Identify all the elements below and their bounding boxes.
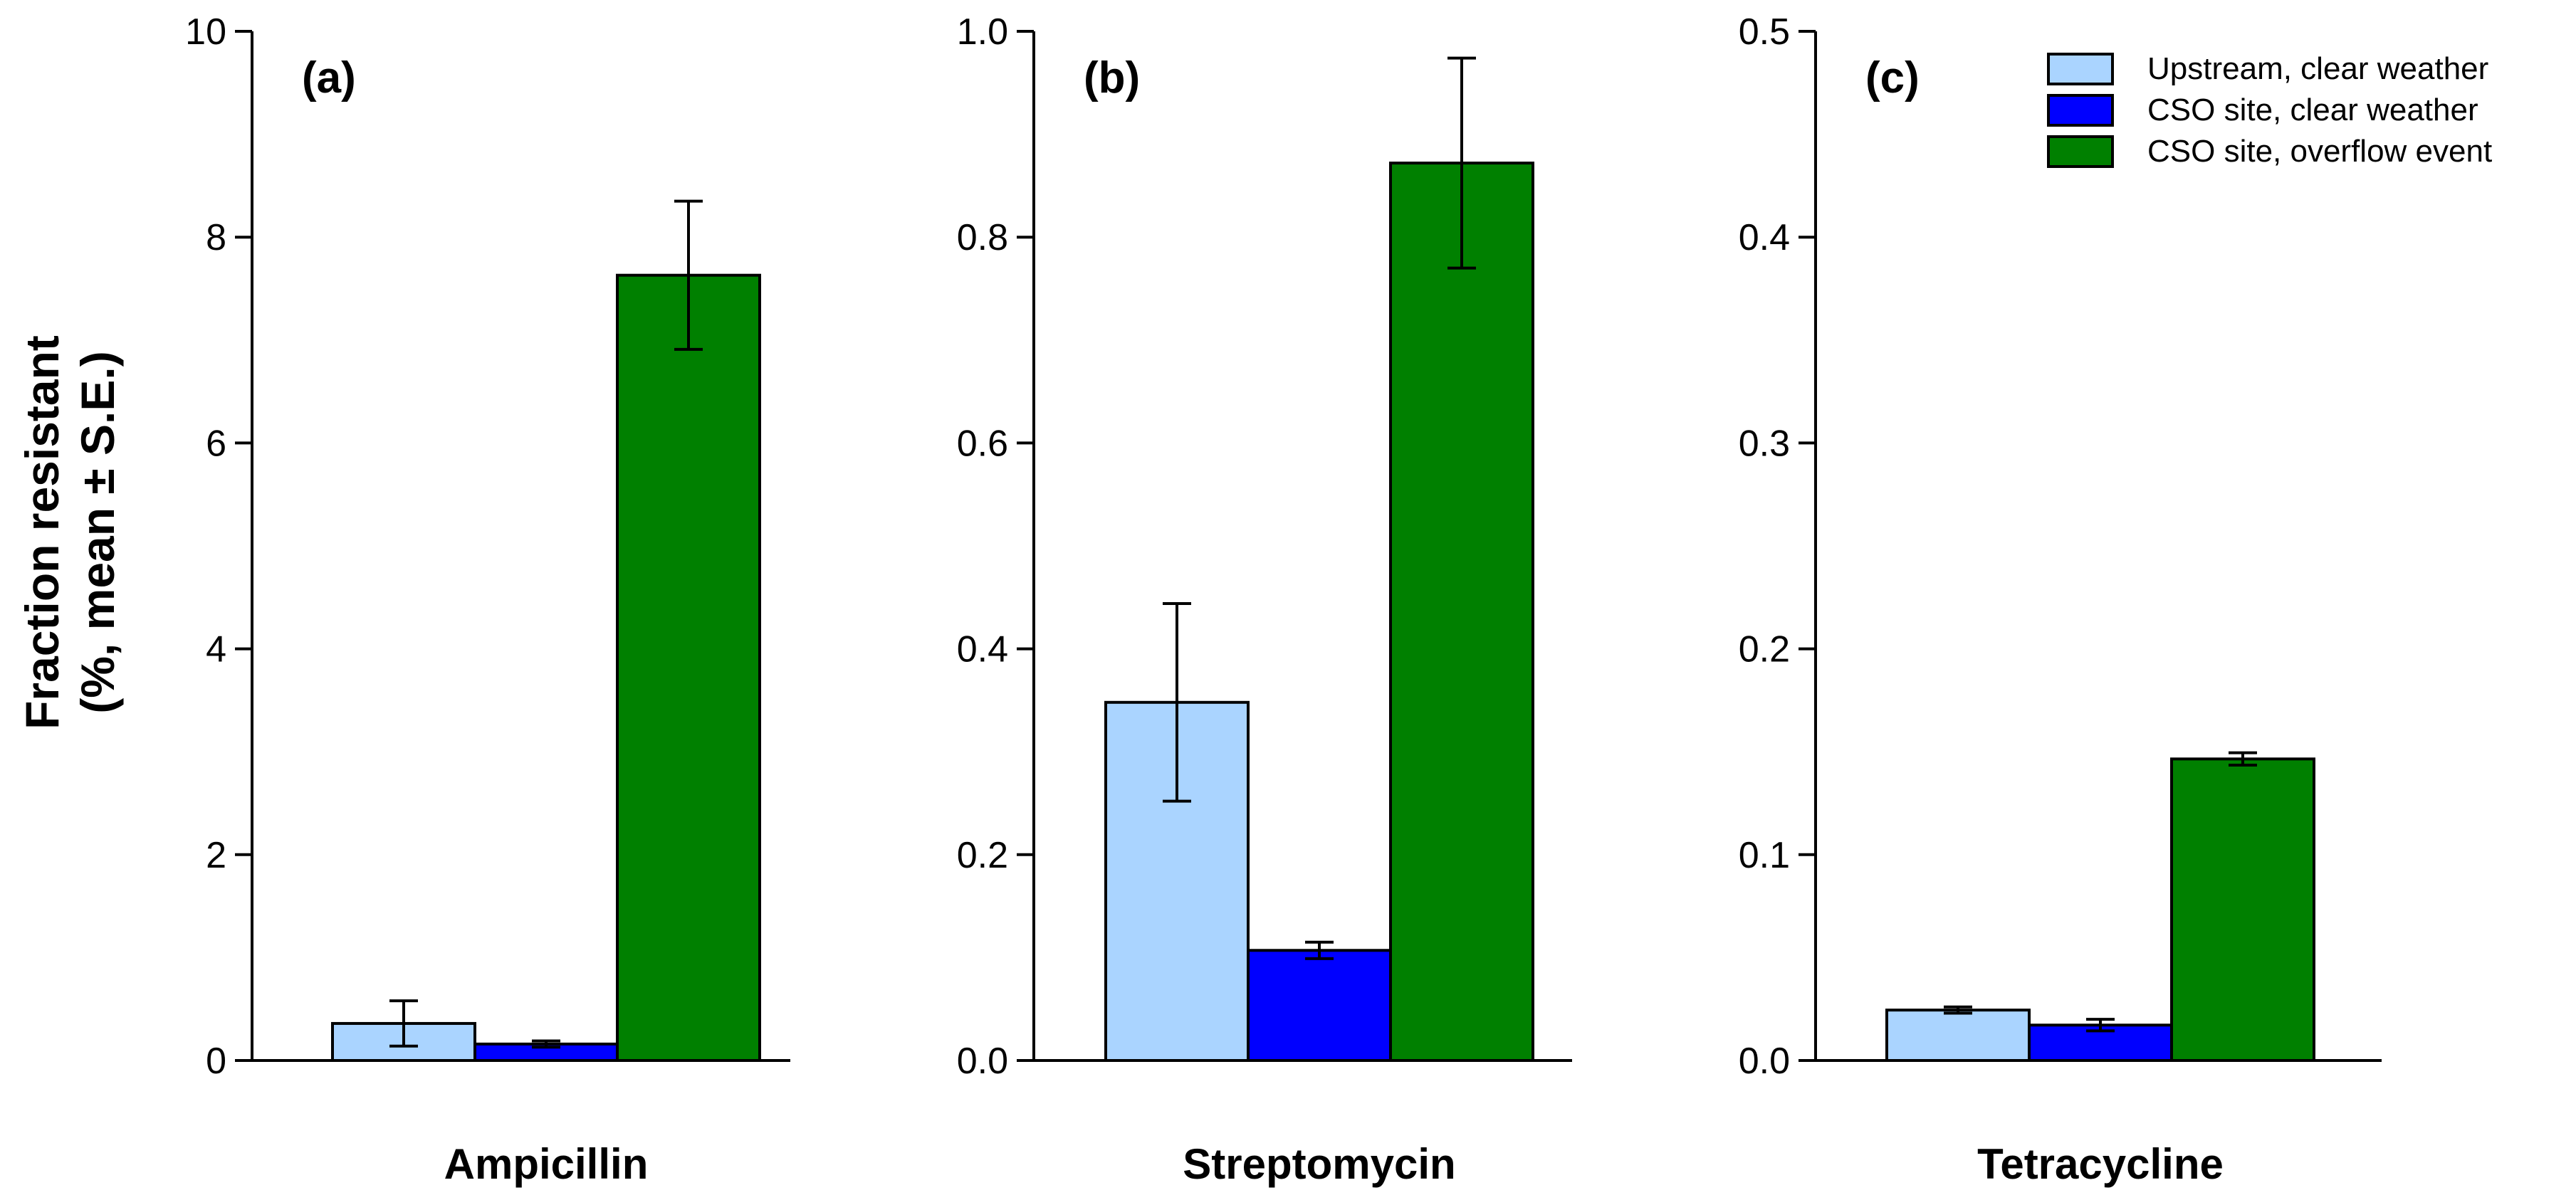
y-tick-label: 0.6	[957, 423, 1008, 464]
legend-label: Upstream, clear weather	[2147, 51, 2488, 86]
bar-3-1	[1885, 1009, 2031, 1062]
x-axis-label: Tetracycline	[1977, 1140, 2224, 1188]
y-tick-label: 0.2	[957, 835, 1008, 876]
error-bar-2-2	[1305, 940, 1334, 960]
error-bar-3-3	[2229, 751, 2257, 767]
y-tick-label: 10	[185, 11, 226, 53]
panel-label: (a)	[302, 53, 356, 102]
legend-item-2: CSO site, clear weather	[2047, 93, 2478, 127]
y-tick-label: 4	[206, 629, 226, 670]
y-tick-label: 0.4	[1739, 217, 1790, 258]
error-bar-1-3	[674, 199, 703, 351]
x-axis-label: Streptomycin	[1183, 1140, 1455, 1188]
error-bar-1-1	[389, 999, 418, 1048]
y-axis-title-line1: Fraction resistant	[16, 335, 68, 730]
y-tick-label: 2	[206, 835, 226, 876]
y-tick-label: 0.0	[1739, 1041, 1790, 1082]
y-axis-title-line2: (%, mean ± S.E.)	[71, 351, 124, 713]
y-axis-title: Fraction resistant (%, mean ± S.E.)	[16, 335, 124, 730]
legend-item-1: Upstream, clear weather	[2047, 51, 2488, 86]
y-tick-label: 0.3	[1739, 423, 1790, 464]
legend: Upstream, clear weather CSO site, clear w…	[2047, 51, 2492, 169]
chart-panel-1: 0 2 4 6 8 10 (a) Ampicillin	[185, 11, 790, 1188]
error-bar-3-1	[1944, 1005, 1972, 1015]
bar-1-3	[616, 273, 761, 1062]
legend-label: CSO site, clear weather	[2147, 93, 2478, 127]
bar-2-2	[1247, 949, 1392, 1062]
legend-swatch	[2047, 53, 2114, 85]
panel-label: (b)	[1084, 53, 1140, 102]
y-tick-label: 0.2	[1739, 629, 1790, 670]
error-bar-3-2	[2086, 1018, 2115, 1033]
legend-item-3: CSO site, overflow event	[2047, 134, 2492, 169]
legend-swatch	[2047, 135, 2114, 168]
panel-label: (c)	[1865, 53, 1920, 102]
panels: 0 2 4 6 8 10 (a) Ampicillin 0.0 0.2 0.4 0.6 0.8 1.0 (b…	[185, 11, 2382, 1188]
y-tick-label: 0.8	[957, 217, 1008, 258]
bar-3-3	[2170, 757, 2315, 1063]
legend-swatch	[2047, 94, 2114, 127]
chart-panel-3: 0.0 0.1 0.2 0.3 0.4 0.5 (c) Tetracycline	[1739, 11, 2382, 1188]
y-tick-label: 0	[206, 1041, 226, 1082]
error-bar-1-2	[532, 1039, 560, 1049]
legend-label: CSO site, overflow event	[2147, 134, 2492, 169]
y-tick-label: 6	[206, 423, 226, 464]
y-tick-label: 0.1	[1739, 835, 1790, 876]
error-bar-2-1	[1163, 601, 1191, 803]
y-tick-label: 0.5	[1739, 11, 1790, 53]
bar-2-3	[1389, 162, 1534, 1062]
error-bar-2-3	[1447, 56, 1476, 270]
x-axis-label: Ampicillin	[444, 1140, 649, 1188]
chart-panel-2: 0.0 0.2 0.4 0.6 0.8 1.0 (b) Streptomycin	[957, 11, 1572, 1188]
y-tick-label: 1.0	[957, 11, 1008, 53]
y-tick-label: 8	[206, 217, 226, 258]
y-tick-label: 0.4	[957, 629, 1008, 670]
y-tick-label: 0.0	[957, 1041, 1008, 1082]
